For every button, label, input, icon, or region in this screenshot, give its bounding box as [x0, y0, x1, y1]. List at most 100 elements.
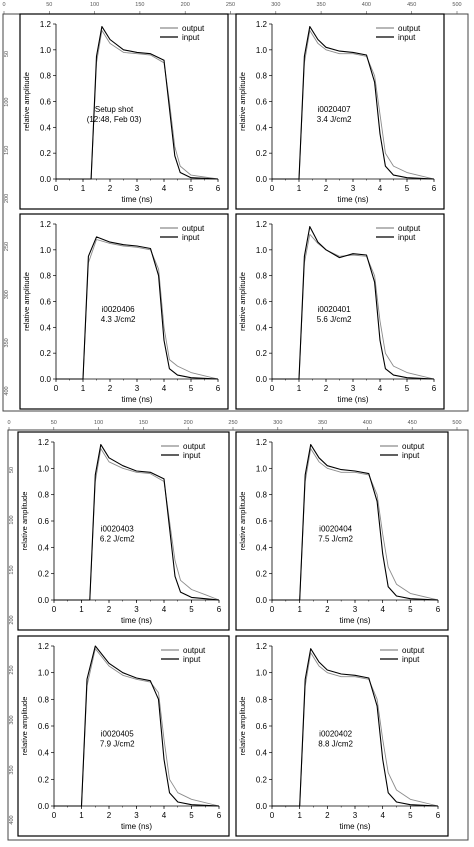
legend-label-input: input: [398, 233, 416, 242]
x-tick-label: 4: [162, 384, 167, 393]
panel-frame: [17, 431, 230, 631]
y-axis-label: relative amplitude: [22, 272, 31, 331]
x-tick-label: 1: [297, 384, 302, 393]
ruler-label-left: 150: [9, 565, 15, 574]
ruler-label-top: 200: [184, 420, 193, 426]
x-axis-label: time (ns): [121, 822, 152, 831]
x-tick-label: 3: [135, 384, 140, 393]
ruler-label-left: 250: [4, 242, 10, 251]
x-tick-label: 0: [54, 384, 59, 393]
annotation-line: 7.9 J/cm2: [100, 740, 135, 749]
panel-frame: [235, 213, 445, 410]
legend-label-output: output: [182, 224, 205, 233]
panel-frame: [19, 13, 229, 210]
x-tick-label: 6: [216, 184, 221, 193]
x-tick-label: 6: [436, 605, 441, 614]
y-tick-label: 0.4: [256, 543, 268, 552]
ruler-label-left: 400: [9, 815, 15, 824]
x-tick-label: 0: [54, 184, 59, 193]
annotation-line: 6.2 J/cm2: [100, 535, 135, 544]
y-tick-label: 0.8: [256, 491, 268, 500]
y-tick-label: 0.0: [256, 802, 268, 811]
chart-panel: 0 1 2 3 4 5 6 0.0 0.2 0.4 0.6 0.8 1.0 1.2 time (ns) rel…: [235, 213, 445, 410]
ruler-label-top: 250: [228, 420, 237, 426]
series-line-output: [54, 448, 220, 601]
y-tick-label: 0.2: [256, 570, 268, 579]
y-axis-label: relative amplitude: [20, 492, 29, 551]
y-tick-label: 1.0: [38, 464, 50, 473]
y-tick-label: 1.2: [38, 438, 50, 447]
x-tick-label: 1: [81, 384, 86, 393]
y-tick-label: 1.2: [38, 642, 50, 651]
ruler-label-left: 250: [9, 665, 15, 674]
y-tick-label: 0.8: [38, 695, 50, 704]
ruler-label-left: 150: [4, 146, 10, 155]
ruler-label-top: 250: [226, 2, 235, 8]
y-tick-label: 0.0: [256, 596, 268, 605]
series-line-input: [272, 444, 439, 601]
x-tick-label: 2: [325, 605, 330, 614]
ruler-label-top: 500: [452, 420, 461, 426]
x-tick-label: 5: [405, 384, 410, 393]
y-tick-label: 0.0: [40, 175, 52, 184]
series-line-output: [56, 30, 219, 180]
annotation-line: i0020401: [318, 305, 351, 314]
x-tick-label: 5: [405, 184, 410, 193]
x-tick-label: 5: [408, 605, 413, 614]
x-tick-label: 3: [134, 811, 139, 820]
y-tick-label: 0.4: [38, 543, 50, 552]
y-axis-label: relative amplitude: [238, 492, 247, 551]
legend-label-output: output: [398, 224, 421, 233]
ruler-label-top: 150: [139, 420, 148, 426]
annotation-line: i0020405: [101, 730, 134, 739]
x-tick-label: 0: [52, 605, 57, 614]
y-tick-label: 0.4: [256, 323, 268, 332]
ruler-label-top: 200: [181, 2, 190, 8]
x-tick-label: 2: [324, 184, 329, 193]
y-tick-label: 1.0: [256, 464, 268, 473]
panel-frame: [235, 431, 449, 631]
x-tick-label: 5: [189, 384, 194, 393]
annotation-line: 4.3 J/cm2: [101, 315, 136, 324]
x-tick-label: 0: [270, 184, 275, 193]
ruler-label-top: 450: [407, 2, 416, 8]
ruler-label-top: 350: [318, 420, 327, 426]
x-tick-label: 0: [52, 811, 57, 820]
y-tick-label: 0.6: [38, 517, 50, 526]
y-axis-label: relative amplitude: [22, 72, 31, 131]
chart-panel: 0 1 2 3 4 5 6 0.0 0.2 0.4 0.6 0.8 1.0 1.2 time (ns) rel…: [235, 13, 445, 210]
legend-label-input: input: [182, 233, 200, 242]
series-line-output: [272, 30, 435, 180]
y-tick-label: 0.6: [38, 722, 50, 731]
y-tick-label: 0.2: [38, 570, 50, 579]
x-tick-label: 3: [353, 605, 358, 614]
x-tick-label: 4: [380, 605, 385, 614]
series-line-input: [56, 26, 219, 180]
y-tick-label: 0.4: [38, 749, 50, 758]
legend-label-output: output: [183, 442, 206, 451]
x-tick-label: 4: [162, 811, 167, 820]
y-tick-label: 0.8: [40, 72, 52, 81]
x-tick-label: 3: [351, 184, 356, 193]
legend-label-input: input: [398, 33, 416, 42]
annotation-line: 8.8 J/cm2: [318, 740, 353, 749]
y-tick-label: 1.0: [38, 669, 50, 678]
annotation-line: Setup shot: [95, 105, 134, 114]
ruler-label-top: 50: [51, 420, 57, 426]
panel-frame: [235, 635, 449, 837]
y-tick-label: 0.2: [256, 775, 268, 784]
x-tick-label: 6: [216, 384, 221, 393]
x-tick-label: 1: [297, 605, 302, 614]
x-axis-label: time (ns): [337, 395, 368, 404]
series-line-input: [272, 226, 435, 380]
y-tick-label: 0.6: [40, 298, 52, 307]
x-tick-label: 2: [108, 184, 113, 193]
legend-label-output: output: [402, 442, 425, 451]
y-axis-label: relative amplitude: [238, 72, 247, 131]
chart-panel: 0 1 2 3 4 5 6 0.0 0.2 0.4 0.6 0.8 1.0 1.2 time (ns) rel…: [19, 13, 229, 210]
x-tick-label: 6: [217, 605, 222, 614]
ruler-label-top: 450: [408, 420, 417, 426]
annotation-line: i0020402: [319, 730, 352, 739]
ruler-label-top: 0: [7, 420, 10, 426]
x-axis-label: time (ns): [339, 822, 370, 831]
